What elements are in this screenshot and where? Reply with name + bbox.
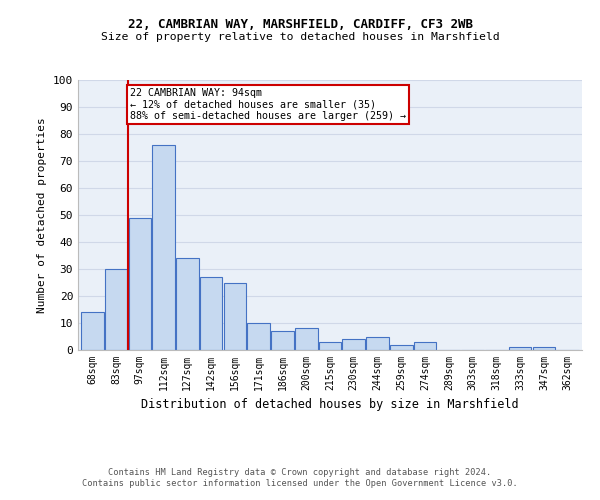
Bar <box>271 331 294 350</box>
Y-axis label: Number of detached properties: Number of detached properties <box>37 117 47 313</box>
X-axis label: Distribution of detached houses by size in Marshfield: Distribution of detached houses by size … <box>141 398 519 411</box>
Text: 22 CAMBRIAN WAY: 94sqm
← 12% of detached houses are smaller (35)
88% of semi-det: 22 CAMBRIAN WAY: 94sqm ← 12% of detached… <box>130 88 406 122</box>
Text: 22, CAMBRIAN WAY, MARSHFIELD, CARDIFF, CF3 2WB: 22, CAMBRIAN WAY, MARSHFIELD, CARDIFF, C… <box>128 18 473 30</box>
Bar <box>366 336 389 350</box>
Bar <box>343 339 365 350</box>
Bar <box>414 342 436 350</box>
Bar <box>128 218 151 350</box>
Bar <box>176 258 199 350</box>
Bar <box>509 348 532 350</box>
Bar <box>152 145 175 350</box>
Bar <box>224 282 246 350</box>
Bar <box>533 348 555 350</box>
Bar <box>105 269 127 350</box>
Bar <box>390 344 413 350</box>
Bar <box>81 312 104 350</box>
Bar <box>247 323 270 350</box>
Text: Contains HM Land Registry data © Crown copyright and database right 2024.
Contai: Contains HM Land Registry data © Crown c… <box>82 468 518 487</box>
Bar <box>295 328 317 350</box>
Bar <box>319 342 341 350</box>
Text: Size of property relative to detached houses in Marshfield: Size of property relative to detached ho… <box>101 32 499 42</box>
Bar <box>200 277 223 350</box>
